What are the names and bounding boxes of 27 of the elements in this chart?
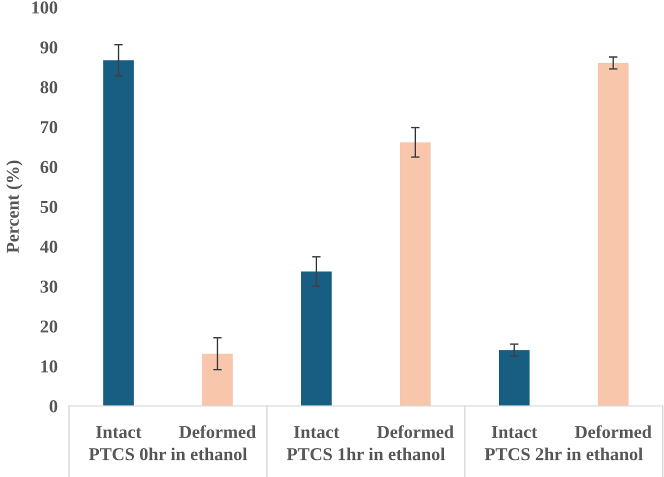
x-tick-label: Intact xyxy=(96,426,142,438)
bar xyxy=(498,350,530,406)
bar xyxy=(400,142,431,406)
text: PTCS 0hr in ethanol xyxy=(88,448,248,460)
y-tick-label: 20 xyxy=(40,320,58,333)
bar xyxy=(598,62,629,406)
bar xyxy=(103,60,134,406)
y-tick-label: 100 xyxy=(32,1,58,14)
y-tick-label: 90 xyxy=(40,41,58,54)
y-tick-label: 0 xyxy=(50,400,58,412)
y-tick-label: 10 xyxy=(41,360,58,372)
y-axis-title: Percent (%) xyxy=(6,160,23,253)
y-tick-label: 50 xyxy=(40,200,58,213)
x-tick-label: Deformed xyxy=(574,425,652,438)
y-tick-label: 60 xyxy=(40,160,58,174)
x-tick-label: Intact xyxy=(294,426,340,438)
y-tick-label: 80 xyxy=(40,81,58,94)
text: PTCS 2hr in ethanol xyxy=(484,448,643,460)
y-tick-label: 30 xyxy=(40,280,58,293)
text: PTCS 1hr in ethanol xyxy=(286,448,445,460)
bar xyxy=(202,354,233,406)
bar xyxy=(301,272,332,406)
y-tick-label: 40 xyxy=(40,240,58,253)
y-tick-label: 70 xyxy=(40,121,58,134)
x-tick-label: Intact xyxy=(492,426,538,438)
x-tick-label: Deformed xyxy=(377,425,454,438)
x-tick-label: Deformed xyxy=(179,425,256,438)
